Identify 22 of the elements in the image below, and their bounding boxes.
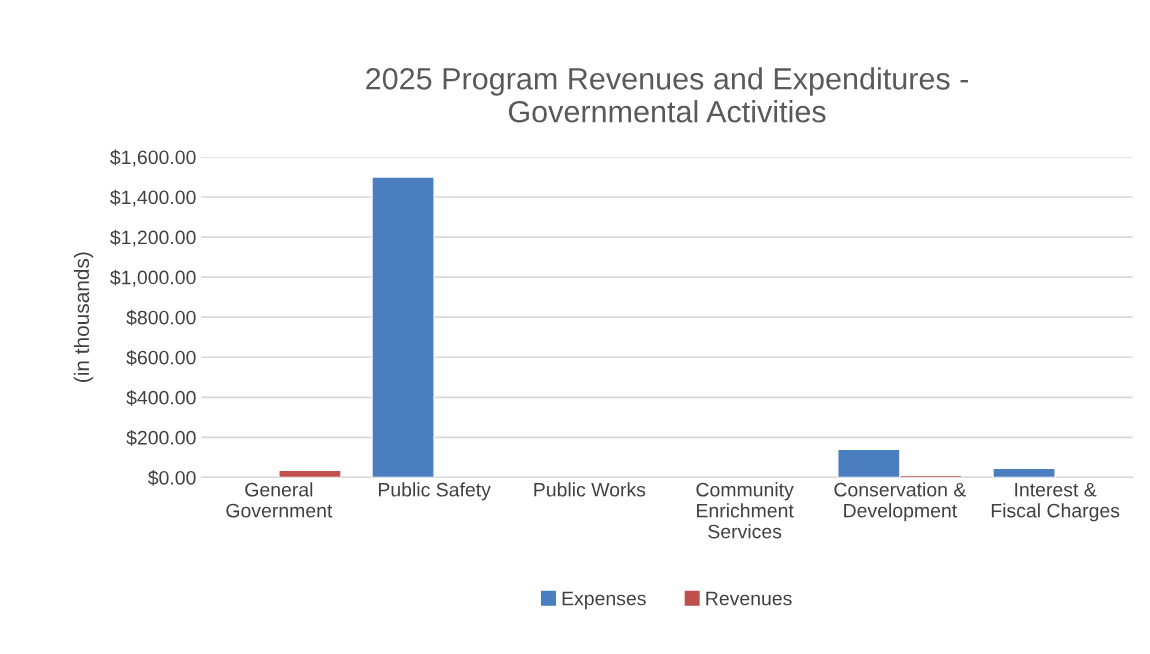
x-tick-label: Conservation & Development	[834, 482, 967, 522]
y-tick-label: $1,000.00	[110, 269, 196, 287]
y-tick-label: $600.00	[126, 349, 196, 366]
bar	[278, 469, 342, 478]
bar	[992, 467, 1056, 478]
y-tick-label: $1,400.00	[110, 189, 196, 207]
x-tick-label: General Government	[226, 482, 333, 518]
y-tick-label: $1,600.00	[110, 149, 196, 167]
y-tick-label: $200.00	[126, 430, 196, 446]
legend-label: Expenses	[562, 591, 646, 610]
x-tick-label: Interest & Fiscal Charges	[991, 482, 1120, 522]
y-tick-label: $800.00	[126, 309, 196, 326]
y-tick-label: $400.00	[126, 389, 196, 406]
y-tick-label: $1,200.00	[110, 229, 196, 247]
legend-label: Revenues	[706, 591, 792, 606]
x-tick-label: Public Safety	[378, 482, 491, 501]
y-tick-label: $0.00	[147, 470, 196, 486]
x-tick-label: Community Enrichment Services	[696, 482, 794, 539]
y-axis-title: (in thousands)	[73, 252, 94, 382]
chart-title: 2025 Program Revenues and Expenditures - Governmental Activities	[366, 67, 969, 123]
x-tick-label: Public Works	[534, 482, 646, 497]
bar	[371, 176, 435, 478]
